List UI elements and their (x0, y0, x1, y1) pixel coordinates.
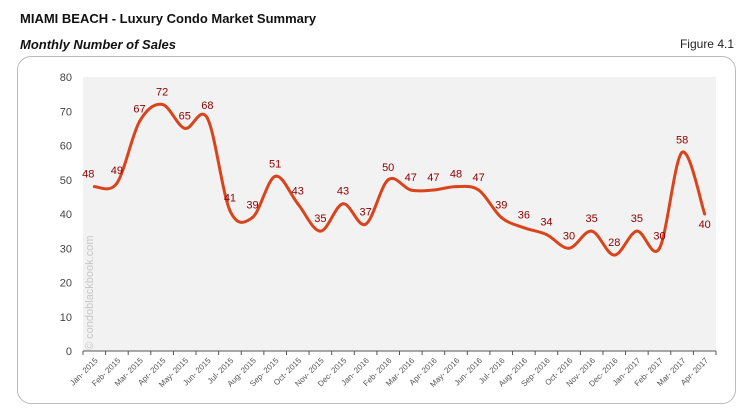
data-label: 48 (82, 169, 94, 181)
data-point (477, 188, 481, 192)
data-point (431, 188, 435, 192)
y-tick-label: 20 (60, 278, 72, 290)
data-point (657, 246, 661, 250)
data-point (205, 116, 209, 120)
data-point (160, 102, 164, 106)
data-label: 47 (473, 172, 485, 184)
figure-number: Figure 4.1 (679, 37, 734, 51)
chart-frame (17, 56, 736, 404)
chart-title: Monthly Number of Sales (20, 37, 177, 52)
data-point (183, 126, 187, 130)
y-tick-label: 70 (60, 106, 72, 118)
data-label: 50 (382, 162, 394, 174)
data-label: 47 (405, 172, 417, 184)
y-tick-label: 30 (60, 243, 72, 255)
data-point (341, 202, 345, 206)
data-label: 40 (699, 219, 711, 231)
data-label: 35 (314, 213, 326, 225)
data-point (273, 174, 277, 178)
data-label: 72 (156, 86, 168, 98)
data-point (228, 209, 232, 213)
data-point (409, 188, 413, 192)
data-label: 37 (359, 206, 371, 218)
data-point (318, 229, 322, 233)
data-label: 30 (563, 230, 575, 242)
data-point (522, 226, 526, 230)
data-label: 49 (111, 165, 123, 177)
data-label: 48 (450, 169, 462, 181)
data-point (454, 185, 458, 189)
data-point (251, 215, 255, 219)
data-point (635, 229, 639, 233)
data-label: 58 (676, 134, 688, 146)
data-point (590, 229, 594, 233)
data-label: 51 (269, 158, 281, 170)
data-label: 36 (518, 210, 530, 222)
data-point (138, 120, 142, 124)
data-label: 65 (179, 110, 191, 122)
y-tick-label: 60 (60, 141, 72, 153)
data-label: 35 (631, 213, 643, 225)
report-title: MIAMI BEACH - Luxury Condo Market Summar… (20, 11, 317, 26)
data-point (92, 185, 96, 189)
data-point (567, 246, 571, 250)
data-label: 30 (653, 230, 665, 242)
data-point (703, 212, 707, 216)
data-point (612, 253, 616, 257)
y-tick-label: 10 (60, 312, 72, 324)
data-label: 43 (292, 186, 304, 198)
data-label: 35 (586, 213, 598, 225)
plot-area (83, 77, 716, 351)
data-point (386, 178, 390, 182)
y-tick-label: 80 (60, 72, 72, 84)
data-label: 34 (540, 217, 552, 229)
data-label: 28 (608, 237, 620, 249)
data-label: 39 (495, 199, 507, 211)
y-tick-label: 40 (60, 209, 72, 221)
data-point (115, 181, 119, 185)
data-point (296, 202, 300, 206)
watermark: © condoblackbook.com (84, 235, 96, 350)
y-tick-label: 50 (60, 175, 72, 187)
series-line (94, 102, 707, 257)
data-label: 47 (427, 172, 439, 184)
y-tick-label: 0 (66, 346, 72, 358)
data-point (364, 222, 368, 226)
data-label: 68 (201, 100, 213, 112)
data-label: 43 (337, 186, 349, 198)
data-label: 67 (133, 104, 145, 116)
data-point (499, 215, 503, 219)
data-label: 39 (246, 199, 258, 211)
data-point (680, 150, 684, 154)
data-label: 41 (224, 193, 236, 205)
data-point (544, 233, 548, 237)
